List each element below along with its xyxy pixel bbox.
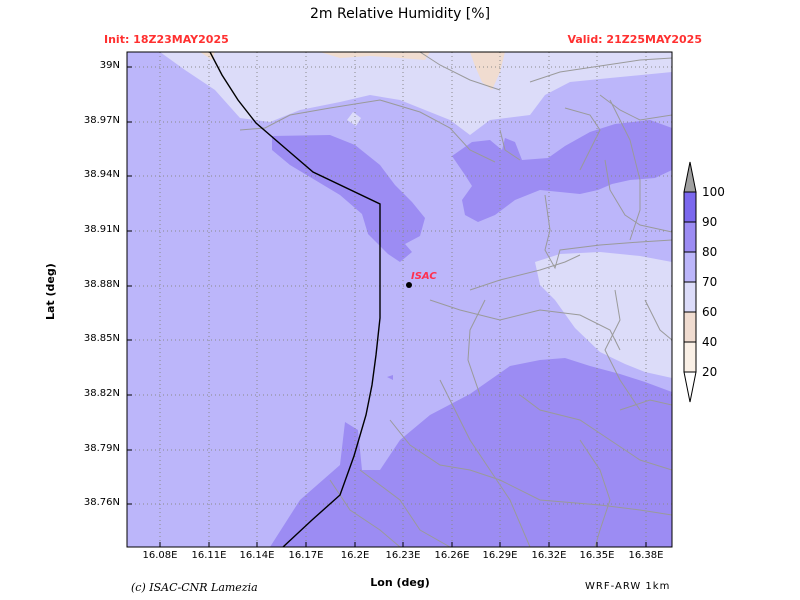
road-network [239, 52, 672, 547]
rh-80-90-speck [387, 375, 393, 380]
lat-tick: 38.88N [83, 279, 120, 290]
colorbar-under-triangle [683, 371, 697, 403]
x-axis-title: Lon (deg) [370, 576, 430, 589]
grid-lines [127, 52, 672, 547]
lon-tick: 16.2E [340, 550, 370, 561]
station-label: ISAC [411, 271, 437, 282]
colorbar-label: 100 [702, 185, 725, 199]
model-label: WRF-ARW 1km [585, 581, 671, 592]
colorbar-label: 90 [702, 215, 718, 229]
y-axis-title: Lat (deg) [44, 263, 57, 320]
plot-frame [126, 51, 673, 548]
lat-tick: 38.85N [83, 333, 120, 344]
coastline [209, 52, 381, 547]
colorbar-label: 80 [702, 245, 718, 259]
lat-tick: 38.94N [83, 169, 120, 180]
rh-40-60-patch-2 [470, 52, 505, 90]
colorbar-label: 40 [702, 335, 718, 349]
colorbar-90-100 [683, 191, 697, 223]
station-marker [406, 282, 412, 288]
colorbar-60-70 [683, 281, 697, 313]
colorbar-over-triangle [683, 161, 697, 193]
lon-tick: 16.38E [628, 550, 664, 561]
lat-tick: 38.97N [83, 115, 120, 126]
lon-tick: 16.26E [434, 550, 470, 561]
lon-tick: 16.35E [579, 550, 615, 561]
colorbar-40-60 [683, 311, 697, 343]
lon-tick: 16.17E [288, 550, 324, 561]
rh-60-70-east [535, 252, 672, 378]
rh-40-60-patch-1 [320, 52, 430, 60]
colorbar-label: 20 [702, 365, 718, 379]
init-time-label: Init: 18Z23MAY2025 [104, 33, 229, 46]
lon-tick: 16.14E [239, 550, 275, 561]
lat-tick: 38.79N [83, 443, 120, 454]
lat-tick: 38.76N [83, 497, 120, 508]
colorbar-20-40 [683, 341, 697, 373]
colorbar-label: 70 [702, 275, 718, 289]
lon-tick: 16.11E [191, 550, 227, 561]
lon-tick: 16.08E [142, 550, 178, 561]
lon-tick: 16.29E [482, 550, 518, 561]
rh-60-70-dot [347, 112, 361, 126]
colorbar-70-80 [683, 251, 697, 283]
axis-ticks [127, 66, 647, 547]
rh-80-90-south [270, 358, 672, 547]
colorbar-label: 60 [702, 305, 718, 319]
lat-tick: 39N [99, 60, 120, 71]
colorbar [683, 161, 697, 403]
rh-60-70-north [160, 52, 672, 135]
lat-tick: 38.91N [83, 224, 120, 235]
lon-tick: 16.32E [531, 550, 567, 561]
rh-80-90-northeast [452, 120, 672, 222]
rh-80-90-central [272, 135, 425, 262]
lon-tick: 16.23E [385, 550, 421, 561]
lat-tick: 38.82N [83, 388, 120, 399]
valid-time-label: Valid: 21Z25MAY2025 [567, 33, 702, 46]
credit-text: (c) ISAC-CNR Lamezia [131, 581, 258, 594]
chart-title: 2m Relative Humidity [%] [309, 6, 491, 22]
colorbar-80-90 [683, 221, 697, 253]
